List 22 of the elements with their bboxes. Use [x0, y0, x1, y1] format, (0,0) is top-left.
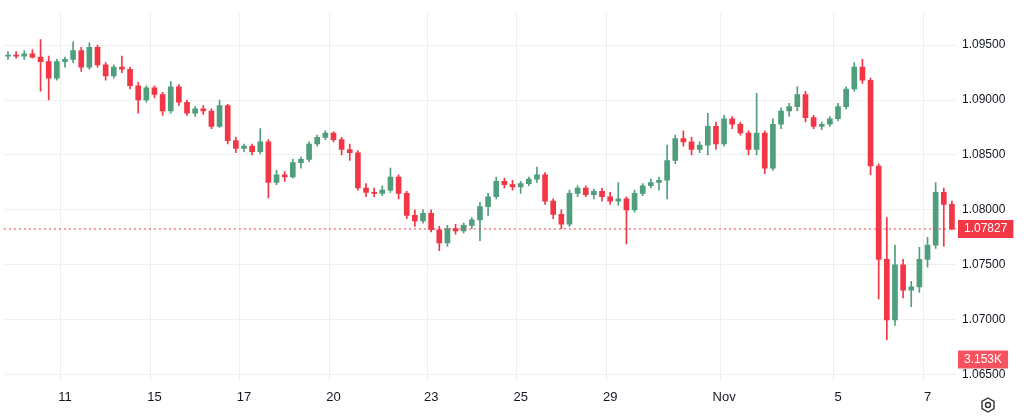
y-tick-label: 1.08000 [962, 202, 1006, 217]
x-tick-label: 11 [58, 388, 72, 404]
candlestick [346, 143, 353, 161]
y-tick-label: 1.06500 [962, 367, 1006, 382]
x-tick-label: 20 [326, 388, 341, 404]
ref-line-label: 1.07827 [964, 221, 1008, 236]
x-tick-label: 7 [923, 388, 932, 404]
x-tick-label: 23 [423, 388, 439, 404]
candlestick [119, 55, 125, 73]
x-tick-label: 25 [513, 388, 528, 404]
text: 3.153K [964, 351, 1003, 366]
y-tick-label: 1.07000 [962, 312, 1006, 327]
x-tick-label: 5 [834, 388, 842, 404]
y-tick-label: 1.09000 [962, 92, 1006, 107]
candlestick [908, 281, 915, 307]
x-tick-label: 17 [236, 388, 252, 404]
y-tick-label: 1.09500 [962, 37, 1006, 52]
x-tick-label: 15 [147, 388, 162, 404]
y-tick-label: 1.08500 [962, 147, 1006, 162]
x-tick-label: Nov [712, 388, 737, 404]
y-tick-label: 1.07500 [962, 257, 1006, 272]
x-tick-label: 29 [602, 388, 618, 404]
